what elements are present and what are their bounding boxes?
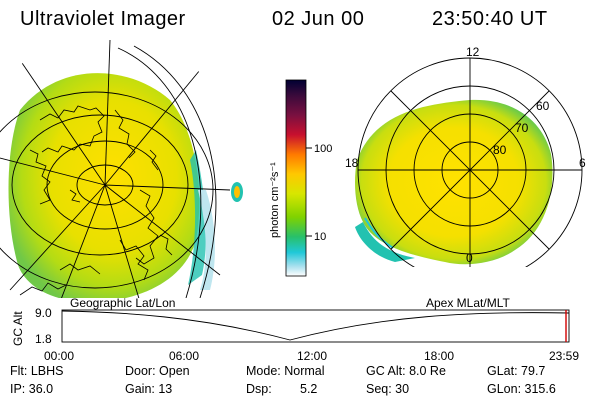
ip-value: IP: 36.0 [10,382,54,396]
mlt-label-6: 6 [579,156,586,170]
mlat-label-80: 80 [493,143,507,157]
dsp-value: 5.2 [300,382,318,396]
magnetic-map: 12 18 6 0 60 70 80 [345,45,586,267]
geographic-caption: Geographic Lat/Lon [70,296,176,310]
colorbar-tick-100: 100 [314,143,332,155]
sequence-value: Seq: 30 [366,382,410,396]
geo-latitude: GLat: 79.7 [487,364,546,378]
colorbar: 100 10 photon cm⁻²s⁻¹ [269,79,332,277]
mlt-label-12: 12 [466,45,480,59]
filter-value: Flt: LBHS [10,364,64,378]
timeline-ylabel: GC Alt [11,311,25,346]
timeline-tick-2359: 23:59 [549,349,579,363]
mlt-label-0: 0 [466,251,473,265]
mode-value: Mode: Normal [246,364,325,378]
timeline-tick-1200: 12:00 [297,349,327,363]
timeline-tick-0600: 06:00 [169,349,199,363]
magnetic-caption: Apex MLat/MLT [426,296,510,310]
timeline-tick-0000: 00:00 [44,349,74,363]
geographic-map [0,40,243,298]
altitude-curve [61,310,570,341]
timeline-tick-1800: 18:00 [424,349,454,363]
colorbar-tick-10: 10 [314,231,326,243]
geo-longitude: GLon: 315.6 [487,382,556,396]
mlat-label-70: 70 [515,121,529,135]
door-status: Door: Open [125,364,190,378]
timeline-ymin: 1.8 [35,332,52,346]
timeline-ymax: 9.0 [35,306,52,320]
colorbar-scale [285,79,307,277]
instrument-title: Ultraviolet Imager [20,8,186,30]
gain-value: Gain: 13 [125,382,173,396]
dsp-label: Dsp: [246,382,272,396]
altitude-timeline: GC Alt 9.0 1.8 00:00 06:00 12:00 18:00 2… [11,306,579,363]
mlt-label-18: 18 [345,156,359,170]
image-date: 02 Jun 00 [272,8,365,30]
colorbar-label: photon cm⁻²s⁻¹ [269,162,281,238]
image-time: 23:50:40 UT [432,8,548,30]
gc-altitude: GC Alt: 8.0 Re [366,364,446,378]
mlat-label-60: 60 [536,99,550,113]
